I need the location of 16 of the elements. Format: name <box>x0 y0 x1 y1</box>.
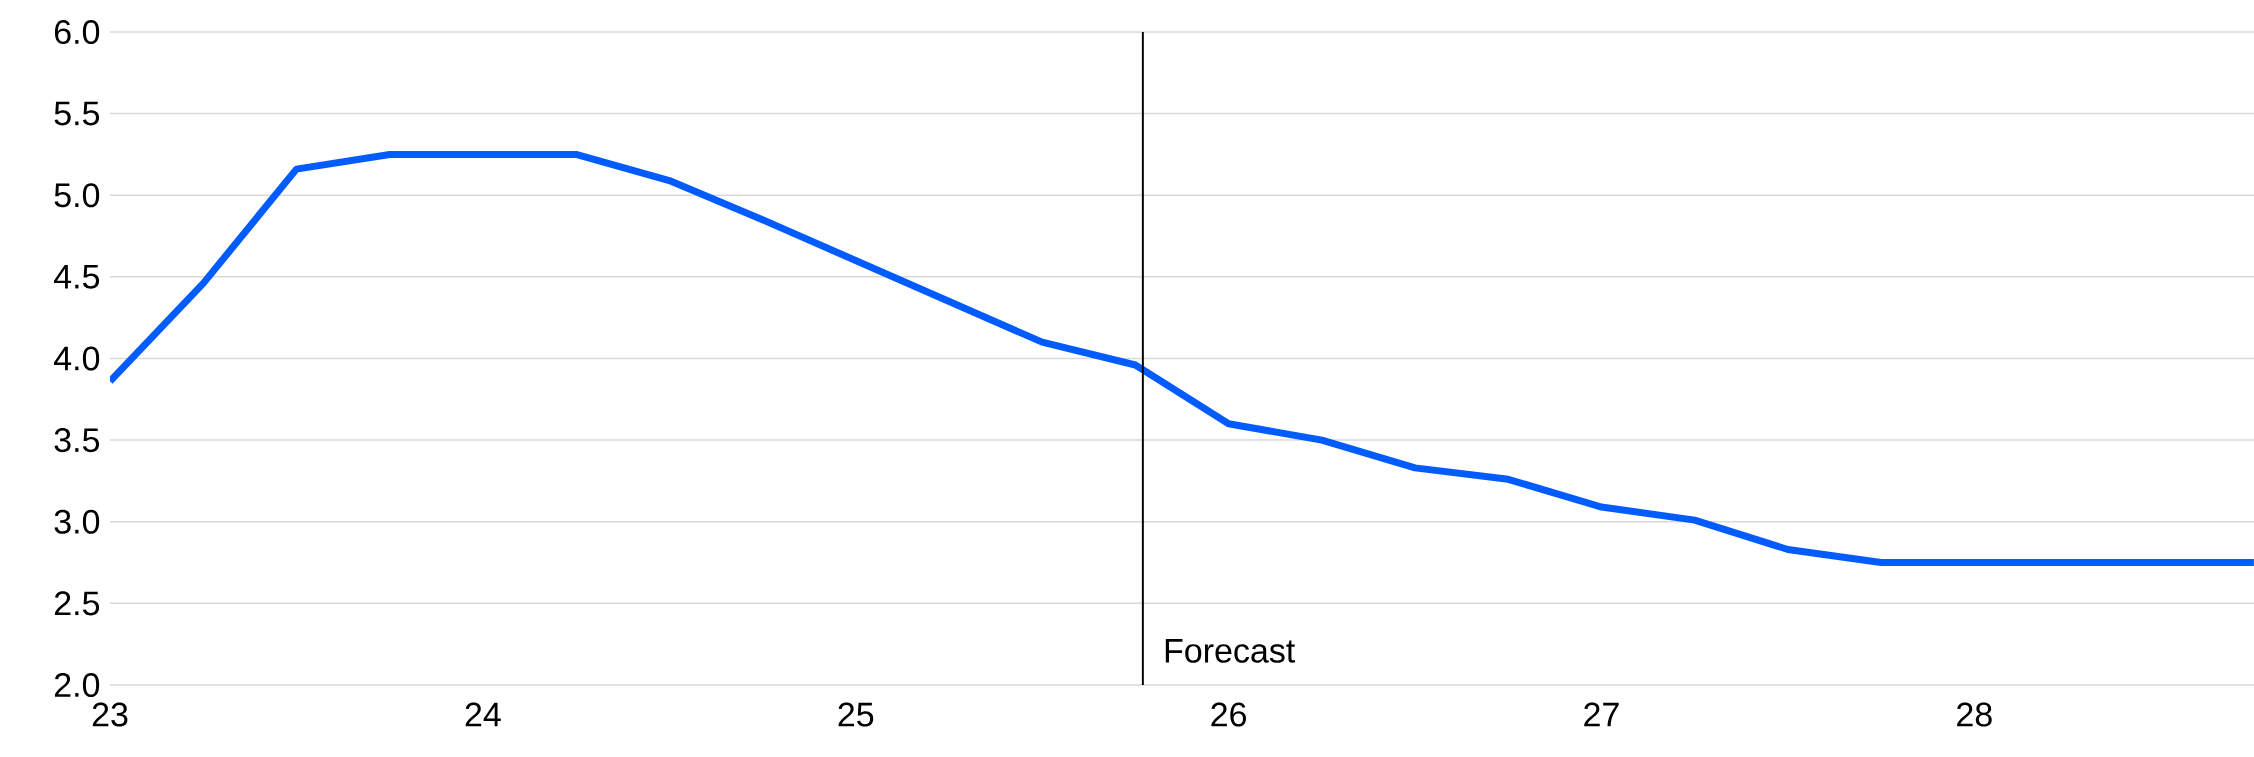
y-tick-label: 5.5 <box>54 101 100 126</box>
x-tick-label: 25 <box>838 702 874 727</box>
y-tick-label: 4.5 <box>54 264 100 289</box>
x-tick-label: 24 <box>465 702 501 727</box>
y-tick-label: 4.0 <box>54 346 100 371</box>
y-tick-label: 6.0 <box>54 19 100 45</box>
y-tick-label: 2.0 <box>54 672 100 698</box>
y-tick-label: 3.5 <box>54 428 100 453</box>
x-tick-label: 26 <box>1211 702 1246 727</box>
y-tick-label: 3.0 <box>54 509 100 534</box>
x-tick-label: 28 <box>1957 702 1992 727</box>
y-tick-label: 2.5 <box>54 591 100 616</box>
ref-line-label: Forecast <box>1165 639 1296 663</box>
y-tick-label: 5.0 <box>54 183 100 208</box>
x-tick-label: 23 <box>92 702 128 727</box>
x-tick-label: 27 <box>1584 702 1619 727</box>
